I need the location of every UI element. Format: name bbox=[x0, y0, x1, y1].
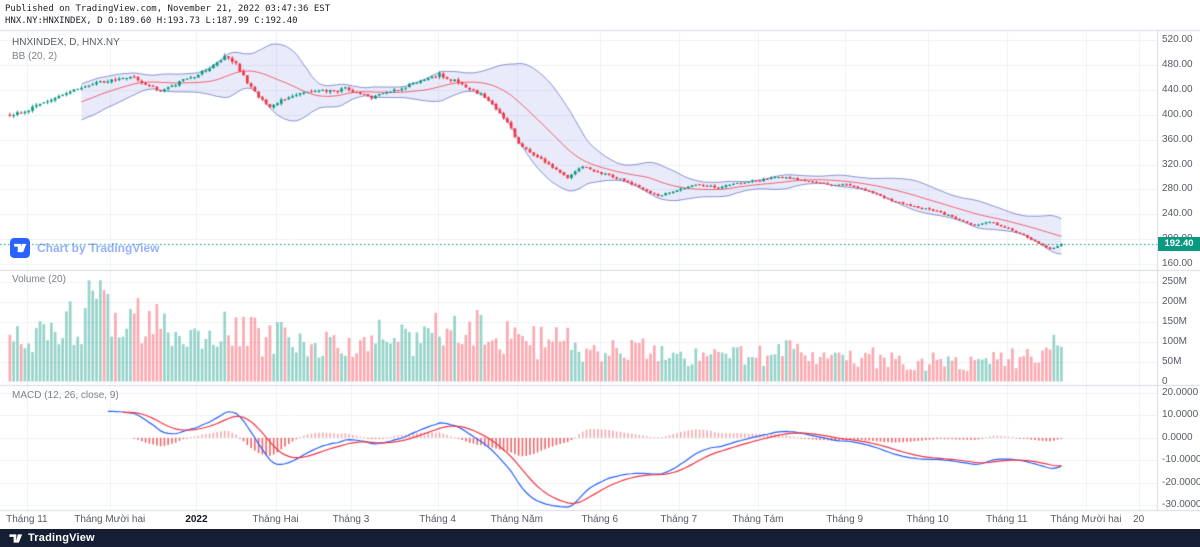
price-axis-label: 440.00 bbox=[1162, 83, 1193, 95]
time-axis-label: Tháng 6 bbox=[581, 514, 619, 525]
volume-axis-label: 250M bbox=[1162, 275, 1188, 287]
symbol-ohlc-line: HNX.NY:HNXINDEX, D O:189.60 H:193.73 L:1… bbox=[5, 16, 298, 26]
price-axis-label: 160.00 bbox=[1162, 258, 1193, 270]
volume-indicator-label: Volume (20) bbox=[12, 274, 66, 285]
price-axis-label: 320.00 bbox=[1162, 158, 1193, 170]
footer-brand-label[interactable]: TradingView bbox=[28, 532, 95, 544]
time-axis-label: Tháng 11 bbox=[985, 514, 1028, 525]
symbol-title: HNXINDEX, D, HNX.NY bbox=[12, 37, 120, 48]
macd-axis-label: 0.0000 bbox=[1162, 431, 1193, 443]
chart-watermark[interactable]: Chart by TradingView bbox=[10, 238, 159, 258]
tradingview-footer-logo-icon[interactable] bbox=[8, 533, 23, 544]
price-axis-label: 240.00 bbox=[1162, 208, 1193, 220]
volume-axis-label: 150M bbox=[1162, 315, 1188, 327]
published-line: Published on TradingView.com, November 2… bbox=[5, 4, 331, 14]
time-axis-label: Tháng Mười hai bbox=[74, 514, 146, 525]
time-axis-label: 20 bbox=[1133, 514, 1145, 525]
time-axis-label: Tháng Năm bbox=[490, 514, 543, 525]
footer-bar: TradingView bbox=[0, 529, 1200, 547]
last-price-badge: 192.40 bbox=[1158, 237, 1200, 252]
macd-axis-label: 10.0000 bbox=[1162, 409, 1199, 421]
bollinger-indicator-label: BB (20, 2) bbox=[12, 51, 58, 62]
time-axis-label: Tháng 7 bbox=[660, 514, 698, 525]
macd-axis-label: 20.0000 bbox=[1162, 387, 1199, 398]
time-axis-label: Tháng Mười hai bbox=[1050, 514, 1122, 525]
macd-axis-label: -10.0000 bbox=[1162, 454, 1200, 466]
time-axis-label: Tháng Tám bbox=[732, 514, 784, 525]
watermark-label: Chart by TradingView bbox=[37, 241, 160, 255]
price-axis-label: 360.00 bbox=[1162, 133, 1193, 145]
time-axis-label: Tháng 4 bbox=[419, 514, 456, 525]
volume-axis-label: 100M bbox=[1162, 335, 1188, 347]
macd-axis-label: -30.0000 bbox=[1162, 499, 1200, 510]
time-axis-label: 2022 bbox=[185, 514, 208, 525]
time-axis-label: Tháng 9 bbox=[826, 514, 864, 525]
price-axis-label: 400.00 bbox=[1162, 108, 1193, 120]
price-axis-label: 280.00 bbox=[1162, 183, 1193, 195]
tradingview-logo-icon bbox=[10, 238, 30, 258]
time-axis-label: Tháng 3 bbox=[332, 514, 370, 525]
volume-axis-label: 50M bbox=[1162, 355, 1182, 367]
price-axis-label: 480.00 bbox=[1162, 58, 1193, 70]
macd-axis-label: -20.0000 bbox=[1162, 476, 1200, 488]
macd-indicator-label: MACD (12, 26, close, 9) bbox=[12, 390, 119, 401]
price-axis-label: 520.00 bbox=[1162, 33, 1193, 45]
time-axis-label: Tháng Hai bbox=[252, 514, 299, 525]
time-axis-label: Tháng 10 bbox=[906, 514, 949, 525]
volume-axis-label: 0 bbox=[1162, 375, 1168, 387]
time-axis-label: Tháng 11 bbox=[6, 514, 48, 525]
volume-axis-label: 200M bbox=[1162, 295, 1188, 307]
